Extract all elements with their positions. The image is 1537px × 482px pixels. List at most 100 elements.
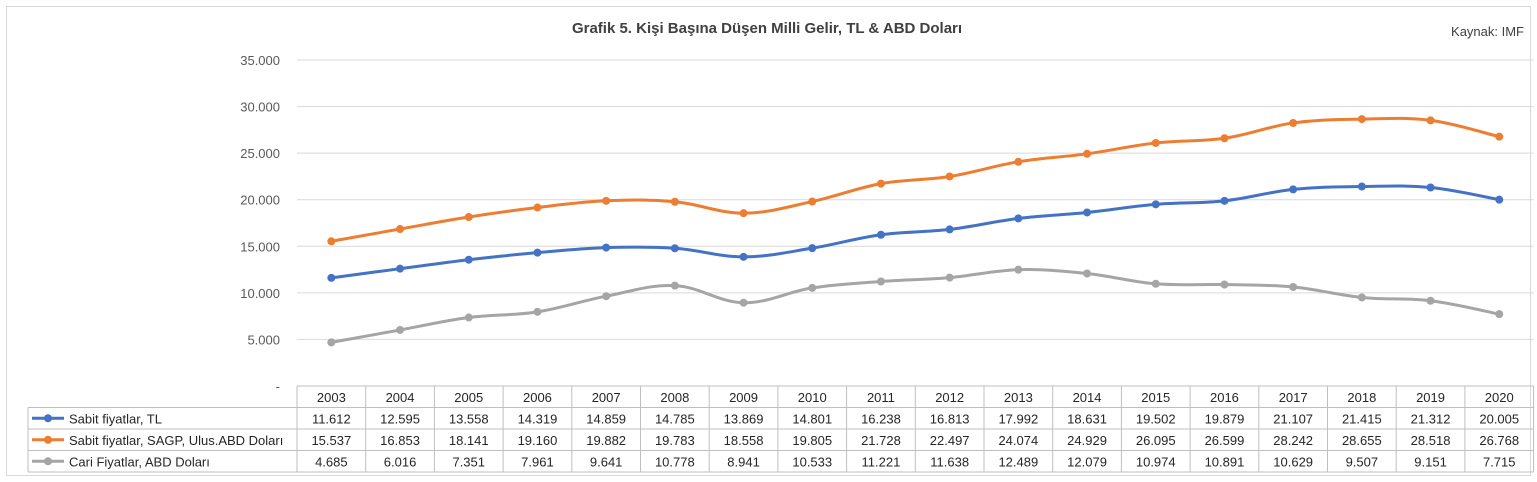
data-point [533,307,542,316]
data-point [602,292,611,301]
data-point [464,255,473,264]
table-value-cell: 19.502 [1136,411,1176,426]
table-value-cell: 17.992 [998,411,1038,426]
table-value-cell: 11.221 [862,454,901,469]
data-point [1220,134,1229,143]
data-point [1014,157,1023,166]
table-value-cell: 10.778 [655,454,695,469]
x-tick-label: 2018 [1347,390,1376,405]
table-value-cell: 21.107 [1273,411,1313,426]
table-value-cell: 19.160 [518,433,558,448]
x-tick-label: 2004 [386,390,415,405]
y-tick-label: 20.000 [240,193,280,208]
data-point [1151,200,1160,209]
table-value-cell: 28.655 [1342,433,1382,448]
data-point [670,197,679,206]
x-tick-label: 2016 [1210,390,1239,405]
data-point [876,277,885,286]
data-point [739,209,748,218]
data-point [1014,214,1023,223]
table-value-cell: 8.941 [727,454,760,469]
table-value-cell: 26.768 [1479,433,1519,448]
data-point [1083,269,1092,278]
data-point [1357,115,1366,124]
y-tick-label: 30.000 [240,100,280,115]
legend-entry: Sabit fiyatlar, SAGP, Ulus.ABD Doları [69,433,283,448]
table-value-cell: 19.805 [792,433,832,448]
data-point [464,313,473,322]
table-value-cell: 15.537 [311,433,351,448]
data-point [1220,280,1229,289]
chart-source: Kaynak: IMF [1451,24,1524,39]
data-point [1426,296,1435,305]
table-value-cell: 26.095 [1136,433,1176,448]
data-point [396,264,405,273]
x-tick-label: 2013 [1004,390,1033,405]
data-point [739,298,748,307]
data-point [1083,149,1092,158]
data-point [876,179,885,188]
legend-entry: Cari Fiyatlar, ABD Doları [69,454,210,469]
data-point [396,225,405,234]
data-point [1289,282,1298,291]
data-point [1014,265,1023,274]
data-point [1289,118,1298,127]
x-tick-label: 2015 [1141,390,1170,405]
table-value-cell: 19.882 [586,433,626,448]
table-value-cell: 19.879 [1205,411,1245,426]
table-value-cell: 14.859 [586,411,626,426]
data-point [1495,195,1504,204]
data-point [1151,138,1160,147]
table-value-cell: 21.312 [1411,411,1451,426]
x-tick-label: 2006 [523,390,552,405]
data-point [602,196,611,205]
data-point [945,225,954,234]
x-tick-label: 2019 [1416,390,1445,405]
data-point [945,172,954,181]
table-value-cell: 21.415 [1342,411,1382,426]
table-value-cell: 14.319 [518,411,558,426]
table-value-cell: 7.961 [521,454,554,469]
data-point [1426,183,1435,192]
x-tick-label: 2017 [1279,390,1308,405]
table-value-cell: 26.599 [1205,433,1245,448]
x-tick-label: 2010 [798,390,827,405]
table-value-cell: 24.929 [1067,433,1107,448]
x-tick-label: 2005 [454,390,483,405]
y-tick-label: - [276,379,280,394]
table-value-cell: 16.238 [861,411,901,426]
table-value-cell: 13.558 [449,411,489,426]
data-point [1426,116,1435,125]
data-point [464,213,473,222]
table-value-cell: 18.141 [449,433,489,448]
legend-key-marker [44,457,52,466]
table-value-cell: 28.518 [1411,433,1451,448]
chart-frame [6,6,1531,476]
data-point [533,203,542,212]
x-tick-label: 2011 [867,390,895,405]
table-value-cell: 9.151 [1414,454,1447,469]
table-value-cell: 13.869 [724,411,764,426]
table-value-cell: 24.074 [998,433,1038,448]
table-value-cell: 18.631 [1067,411,1107,426]
legend-key-marker [44,414,52,423]
table-value-cell: 18.558 [724,433,764,448]
data-point [808,283,817,292]
table-value-cell: 28.242 [1273,433,1313,448]
y-tick-label: 15.000 [240,239,280,254]
table-value-cell: 11.638 [930,454,969,469]
data-point [327,338,336,347]
table-value-cell: 10.533 [792,454,832,469]
x-tick-label: 2008 [660,390,689,405]
data-point [1357,182,1366,191]
y-tick-label: 35.000 [240,53,280,68]
table-value-cell: 22.497 [930,433,970,448]
table-value-cell: 19.783 [655,433,695,448]
data-point [670,244,679,253]
data-point [1357,293,1366,302]
data-point [327,237,336,246]
table-value-cell: 11.612 [312,411,351,426]
data-point [396,325,405,334]
